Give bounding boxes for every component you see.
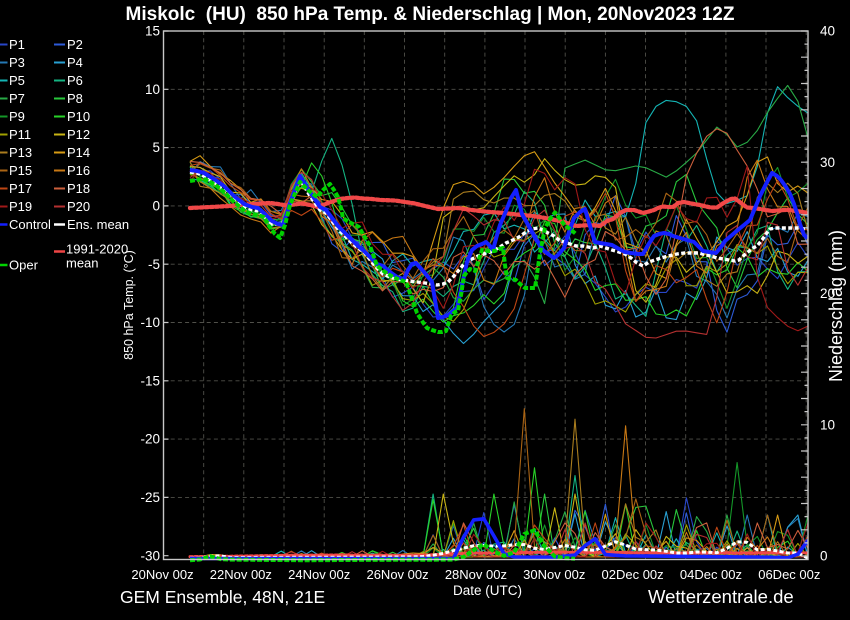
svg-text:GEM Ensemble, 48N, 21E: GEM Ensemble, 48N, 21E: [120, 587, 325, 607]
svg-text:30Nov 00z: 30Nov 00z: [523, 567, 585, 582]
svg-text:P16: P16: [67, 163, 90, 178]
svg-text:850 hPa Temp. (°C): 850 hPa Temp. (°C): [122, 250, 136, 360]
svg-text:P17: P17: [9, 181, 32, 196]
svg-text:Control: Control: [9, 217, 51, 232]
svg-text:P1: P1: [9, 37, 25, 52]
svg-text:mean: mean: [66, 256, 99, 271]
svg-text:15: 15: [145, 24, 160, 39]
svg-text:10: 10: [820, 417, 835, 432]
svg-text:20Nov 00z: 20Nov 00z: [131, 567, 193, 582]
svg-text:0: 0: [152, 199, 160, 214]
svg-text:Ens. mean: Ens. mean: [67, 217, 129, 232]
svg-text:P19: P19: [9, 199, 32, 214]
svg-text:P13: P13: [9, 145, 32, 160]
svg-text:P11: P11: [9, 127, 31, 142]
svg-text:Oper: Oper: [9, 258, 39, 273]
svg-text:22Nov 00z: 22Nov 00z: [210, 567, 272, 582]
svg-text:02Dec 00z: 02Dec 00z: [602, 567, 664, 582]
svg-text:P3: P3: [9, 55, 25, 70]
svg-text:P15: P15: [9, 163, 32, 178]
svg-text:Wetterzentrale.de: Wetterzentrale.de: [648, 586, 794, 607]
svg-text:-25: -25: [140, 490, 160, 505]
svg-text:04Dec 00z: 04Dec 00z: [680, 567, 742, 582]
svg-text:24Nov 00z: 24Nov 00z: [288, 567, 350, 582]
svg-text:Date (UTC): Date (UTC): [453, 583, 522, 598]
svg-text:P12: P12: [67, 127, 90, 142]
svg-text:-5: -5: [148, 257, 160, 272]
svg-text:-15: -15: [140, 373, 160, 388]
svg-text:P18: P18: [67, 181, 90, 196]
svg-text:26Nov 00z: 26Nov 00z: [366, 567, 428, 582]
svg-text:-10: -10: [140, 315, 160, 330]
svg-text:Niederschlag (mm): Niederschlag (mm): [826, 230, 846, 382]
svg-text:-30: -30: [140, 548, 160, 563]
svg-text:P14: P14: [67, 145, 90, 160]
svg-text:10: 10: [145, 82, 160, 97]
svg-text:-20: -20: [140, 432, 160, 447]
svg-text:P7: P7: [9, 91, 25, 106]
svg-text:P5: P5: [9, 73, 25, 88]
svg-text:P4: P4: [67, 55, 83, 70]
svg-text:5: 5: [152, 140, 160, 155]
svg-text:28Nov 00z: 28Nov 00z: [445, 567, 507, 582]
svg-text:06Dec 00z: 06Dec 00z: [758, 567, 820, 582]
svg-text:P6: P6: [67, 73, 83, 88]
svg-text:30: 30: [820, 155, 835, 170]
svg-text:20: 20: [820, 286, 835, 301]
svg-text:P9: P9: [9, 109, 25, 124]
svg-text:Miskolc (HU) 850 hPa Temp. &: Miskolc (HU) 850 hPa Temp. & Niederschla…: [126, 4, 735, 25]
svg-text:40: 40: [820, 24, 835, 39]
svg-text:1991-2020: 1991-2020: [66, 242, 128, 257]
svg-text:P10: P10: [67, 109, 90, 124]
svg-text:P8: P8: [67, 91, 83, 106]
svg-text:0: 0: [820, 549, 828, 564]
svg-text:P2: P2: [67, 37, 83, 52]
svg-text:P20: P20: [67, 199, 90, 214]
